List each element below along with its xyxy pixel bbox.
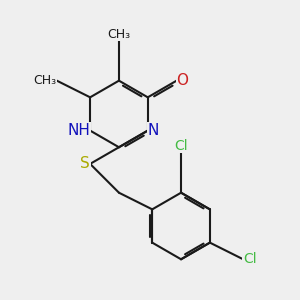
Text: Cl: Cl (174, 139, 188, 153)
Text: S: S (80, 156, 90, 171)
Text: N: N (148, 123, 159, 138)
Text: NH: NH (67, 123, 90, 138)
Text: CH₃: CH₃ (107, 28, 130, 41)
Text: CH₃: CH₃ (34, 74, 57, 87)
Text: O: O (177, 73, 189, 88)
Text: Cl: Cl (243, 252, 257, 266)
